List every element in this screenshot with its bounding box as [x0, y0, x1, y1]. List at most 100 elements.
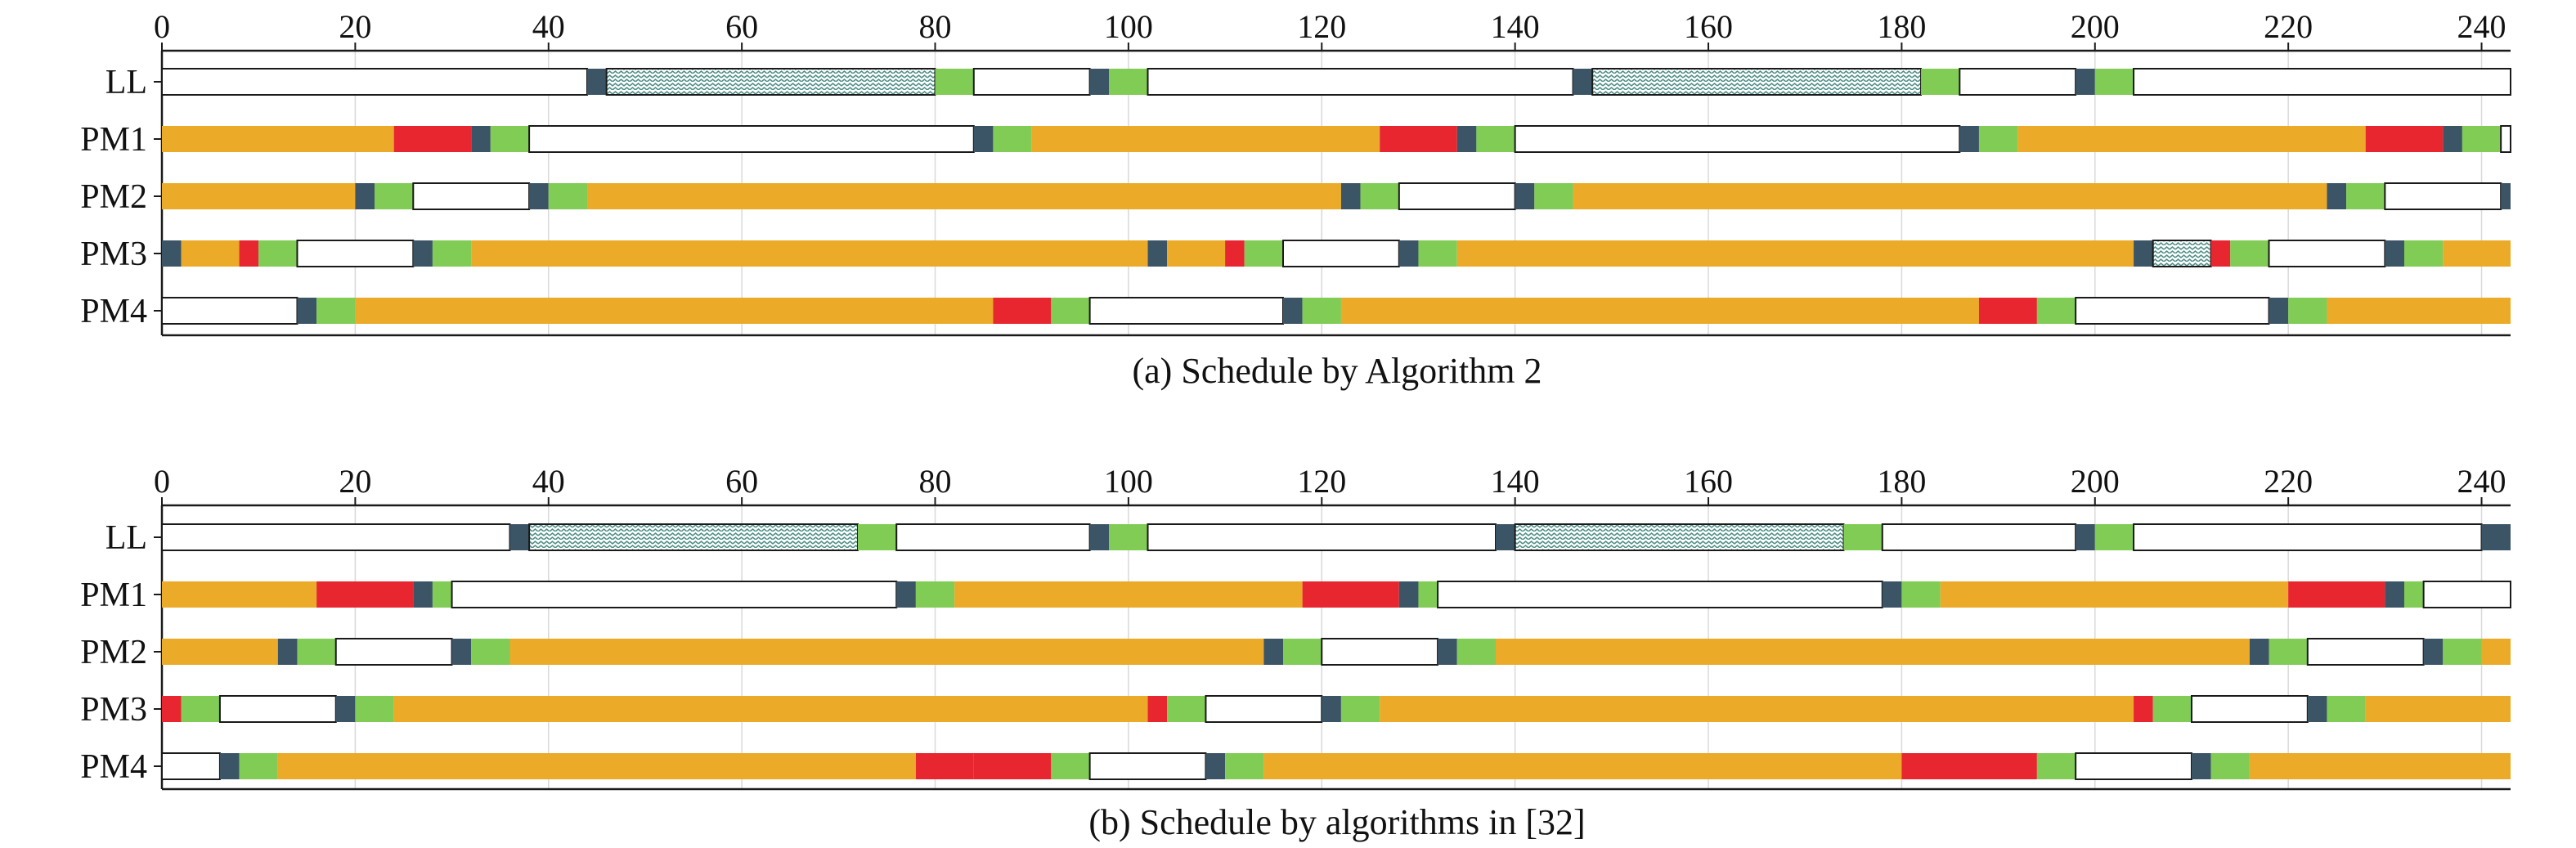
segment-process — [1940, 581, 2289, 608]
segment-idle — [161, 523, 511, 551]
x-tick-label: 140 — [1491, 463, 1540, 500]
segment-idle — [161, 297, 298, 325]
segment-block — [1456, 126, 1477, 152]
segment-green — [2462, 126, 2502, 152]
segment-green — [915, 581, 955, 608]
segment-block — [2249, 639, 2269, 665]
segment-idle — [412, 182, 531, 210]
segment-process — [181, 240, 240, 267]
segment-block — [413, 240, 433, 267]
segment-green — [2036, 753, 2076, 779]
segment-green — [548, 183, 588, 209]
segment-process — [1380, 696, 2134, 722]
row-label-pm1: PM1 — [80, 121, 147, 159]
segment-green — [1921, 69, 1960, 95]
gantt-panels: 0 20 40 60 80 100 120 140 160 180 200 220 240LLPM1PM… — [80, 8, 2512, 842]
segment-failure — [2365, 126, 2444, 152]
segment-green — [1418, 581, 1438, 608]
x-tick-label: 140 — [1491, 8, 1540, 45]
x-tick-label: 120 — [1297, 463, 1346, 500]
segment-block — [2269, 298, 2289, 324]
segment-green — [1534, 183, 1573, 209]
segment-block — [2191, 753, 2211, 779]
row-label-pm2: PM2 — [80, 178, 147, 216]
segment-block — [1573, 69, 1593, 95]
x-tick-label: 160 — [1684, 463, 1733, 500]
segment-idle — [1147, 68, 1574, 96]
segment-idle — [895, 523, 1091, 551]
segment-idle — [2190, 695, 2309, 723]
segment-green — [2210, 753, 2250, 779]
segment-block — [2481, 524, 2511, 550]
segment-idle — [2384, 182, 2502, 210]
segment-green — [935, 69, 974, 95]
segment-green — [1282, 639, 1322, 665]
segment-idle — [1321, 638, 1439, 666]
segment-green — [1302, 298, 1341, 324]
segment-block — [587, 69, 607, 95]
segment-idle — [296, 240, 415, 267]
x-tick-label: 20 — [339, 8, 371, 45]
segment-block — [973, 126, 994, 152]
segment-process — [954, 581, 1303, 608]
x-tick-label: 120 — [1297, 8, 1346, 45]
segment-green — [1051, 753, 1090, 779]
segment-block — [1147, 240, 1168, 267]
segment-process — [1456, 240, 2134, 267]
segment-idle — [1281, 240, 1400, 267]
segment-idle — [451, 581, 898, 608]
segment-idle — [161, 68, 589, 96]
segment-block — [335, 696, 356, 722]
segment-process — [162, 183, 356, 209]
segment-process — [1263, 753, 1902, 779]
gantt-panel-a: 0 20 40 60 80 100 120 140 160 180 200 220 240 LL PM1 PM… — [80, 8, 2512, 391]
segment-failure — [239, 240, 259, 267]
segment-green — [375, 183, 414, 209]
segment-block — [1515, 183, 1535, 209]
row-label-ll: LL — [105, 64, 147, 101]
segment-block — [2423, 639, 2444, 665]
x-tick-label: 60 — [725, 463, 758, 500]
segment-green — [1225, 753, 1264, 779]
segment-green — [1109, 524, 1148, 550]
segment-block — [896, 581, 916, 608]
segment-process — [587, 183, 1341, 209]
segment-process — [162, 639, 278, 665]
segment-failure — [973, 753, 1052, 779]
segment-block — [509, 524, 530, 550]
x-tick-label: 180 — [1877, 463, 1926, 500]
x-tick-label: 0 — [154, 8, 170, 45]
segment-green — [2288, 298, 2327, 324]
row-label-pm4: PM4 — [80, 748, 147, 786]
segment-idle — [1514, 125, 1961, 153]
segment-process — [393, 696, 1148, 722]
segment-green — [181, 696, 220, 722]
gantt-panel-b: 0 20 40 60 80 100 120 140 160 180 200 220 240 LL PM1 PM… — [80, 463, 2512, 842]
x-tick-label: 220 — [2264, 463, 2313, 500]
x-tick-label: 40 — [532, 463, 565, 500]
segment-idle — [2133, 68, 2512, 96]
segment-failure — [1302, 581, 1399, 608]
segment-idle — [161, 752, 221, 780]
segment-failure — [1901, 753, 2037, 779]
segment-block — [529, 183, 549, 209]
segment-process — [277, 753, 916, 779]
segment-green — [1244, 240, 1283, 267]
segment-idle — [528, 125, 975, 153]
x-tick-label: 200 — [2071, 463, 2120, 500]
segment-green — [2346, 183, 2385, 209]
segment-green — [432, 581, 452, 608]
x-tick-label: 100 — [1104, 8, 1153, 45]
segment-idle — [1147, 523, 1497, 551]
segment-idle — [2500, 125, 2512, 153]
x-tick-label: 100 — [1104, 463, 1153, 500]
segment-green — [1360, 183, 1399, 209]
segment-block — [2327, 183, 2347, 209]
x-tick-label: 160 — [1684, 8, 1733, 45]
segment-green — [857, 524, 897, 550]
segment-process — [1573, 183, 2327, 209]
segment-green — [2403, 581, 2424, 608]
segment-process — [1167, 240, 1226, 267]
row-label-pm3: PM3 — [80, 691, 147, 729]
segment-block — [1205, 753, 1226, 779]
